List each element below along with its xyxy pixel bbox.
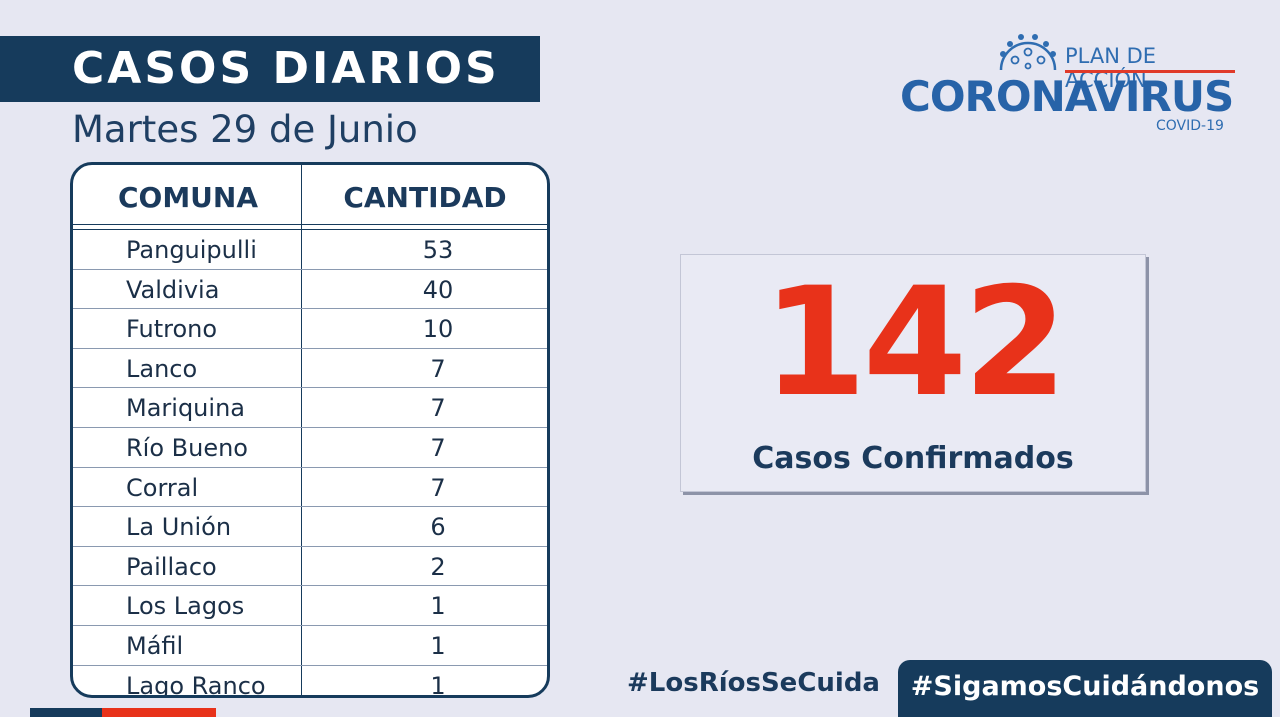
comuna-cell: Valdivia xyxy=(126,275,220,304)
cantidad-cell: 6 xyxy=(430,513,446,542)
table-row: Lanco 7 xyxy=(73,349,547,389)
column-divider xyxy=(301,165,302,695)
table-row: Mariquina 7 xyxy=(73,388,547,428)
cantidad-cell: 7 xyxy=(430,473,446,502)
comuna-cell: Lanco xyxy=(126,354,198,383)
header-divider xyxy=(73,224,547,230)
total-cases-card: 142 Casos Confirmados xyxy=(680,254,1146,492)
table-row: Futrono 10 xyxy=(73,309,547,349)
table-row: Panguipulli 53 xyxy=(73,230,547,270)
comuna-cell: Lago Ranco xyxy=(126,671,266,698)
comuna-cell: Corral xyxy=(126,473,199,502)
comuna-cell: Los Lagos xyxy=(126,592,245,621)
coronavirus-logo: PLAN DE ACCIÓN CORONAVIRUS COVID-19 xyxy=(900,30,1240,140)
cases-table: COMUNA CANTIDAD Panguipulli 53 Valdivia 40 F… xyxy=(70,162,550,698)
table-row: Corral 7 xyxy=(73,468,547,508)
hashtag-band xyxy=(898,660,1272,717)
virus-arch-icon xyxy=(999,34,1057,71)
title-band xyxy=(0,36,540,102)
cantidad-cell: 7 xyxy=(430,354,446,383)
cantidad-cell: 1 xyxy=(430,671,446,698)
hashtag-sigamos: #SigamosCuidándonos xyxy=(910,671,1260,702)
logo-covid-text: COVID-19 xyxy=(1156,118,1224,134)
comuna-cell: La Unión xyxy=(126,513,232,542)
total-cases-label: Casos Confirmados xyxy=(752,441,1074,476)
cantidad-cell: 40 xyxy=(422,275,454,304)
table-header: COMUNA CANTIDAD xyxy=(73,165,547,225)
comuna-cell: Río Bueno xyxy=(126,433,248,462)
date-subtitle: Martes 29 de Junio xyxy=(72,108,418,151)
total-cases-number: 142 xyxy=(762,256,1067,430)
comuna-cell: Máfil xyxy=(126,631,184,660)
page-title: CASOS DIARIOS xyxy=(72,43,500,94)
logo-plan-text: PLAN DE ACCIÓN xyxy=(1065,44,1157,92)
cantidad-cell: 1 xyxy=(430,592,446,621)
comuna-cell: Panguipulli xyxy=(126,236,257,264)
column-header-cantidad: CANTIDAD xyxy=(343,181,507,214)
cantidad-cell: 7 xyxy=(430,394,446,423)
table-body: Panguipulli 53 Valdivia 40 Futrono 10 Lanco 7 Ma… xyxy=(73,230,547,698)
cantidad-cell: 10 xyxy=(422,315,454,344)
cantidad-cell: 2 xyxy=(430,552,446,581)
table-row: Lago Ranco 1 xyxy=(73,666,547,698)
flag-stripe-red xyxy=(102,708,216,717)
cantidad-cell: 53 xyxy=(422,236,454,264)
cantidad-cell: 1 xyxy=(430,631,446,660)
table-row: Valdivia 40 xyxy=(73,270,547,310)
comuna-cell: Futrono xyxy=(126,315,218,344)
logo-coronavirus-text: CORONAVIRUS xyxy=(900,72,1234,121)
table-row: Paillaco 2 xyxy=(73,547,547,587)
flag-stripe-blue xyxy=(30,708,102,717)
comuna-cell: Paillaco xyxy=(126,552,217,581)
table-row: La Unión 6 xyxy=(73,507,547,547)
comuna-cell: Mariquina xyxy=(126,394,245,423)
column-header-comuna: COMUNA xyxy=(117,181,259,214)
table-row: Río Bueno 7 xyxy=(73,428,547,468)
table-row: Los Lagos 1 xyxy=(73,586,547,626)
hashtag-los-rios: #LosRíosSeCuida xyxy=(627,668,880,698)
cantidad-cell: 7 xyxy=(430,433,446,462)
table-row: Máfil 1 xyxy=(73,626,547,666)
logo-underline xyxy=(1065,70,1235,73)
